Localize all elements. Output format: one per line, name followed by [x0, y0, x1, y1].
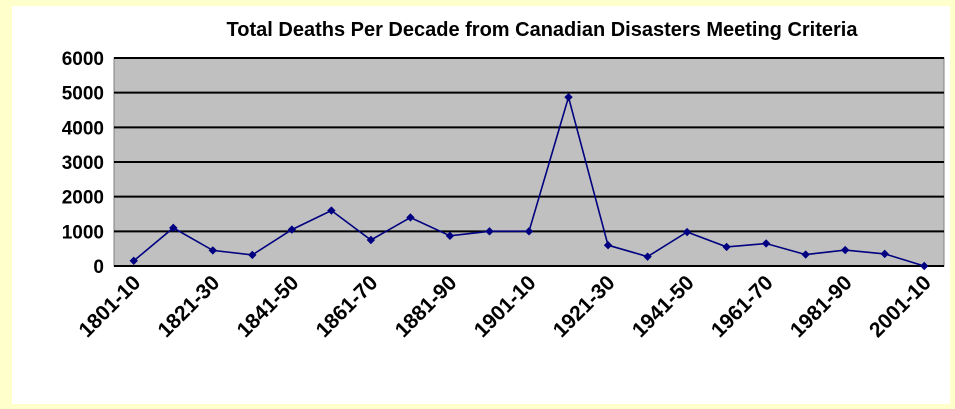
- data-point: [366, 235, 376, 245]
- data-point: [169, 223, 178, 233]
- x-axis-ticks: 1801-10 1821-30 1841-50 1861-70 1881-90 1901-…: [75, 271, 936, 342]
- chart-frame: Total Deaths Per Decade from Canadian Di…: [12, 6, 950, 404]
- chart-title: Total Deaths Per Decade from Canadian Di…: [227, 19, 859, 41]
- x-tick-label: 1861-70: [312, 271, 383, 342]
- x-tick-label: 1941-50: [628, 271, 699, 342]
- series-deaths: [129, 92, 929, 271]
- data-point: [208, 246, 218, 255]
- data-point: [920, 261, 929, 271]
- y-tick-label: 4000: [62, 118, 104, 139]
- x-tick-label: 1821-30: [154, 271, 225, 342]
- x-tick-label: 1961-70: [707, 271, 778, 342]
- x-tick-label: 1881-90: [391, 271, 462, 342]
- data-point: [485, 227, 494, 236]
- y-tick-label: 1000: [62, 222, 104, 243]
- x-tick-label: 1901-10: [470, 271, 541, 342]
- x-tick-label: 1841-50: [233, 271, 304, 342]
- data-point: [722, 242, 731, 252]
- data-point: [801, 250, 810, 259]
- y-tick-label: 5000: [62, 84, 104, 105]
- y-tick-label: 2000: [62, 188, 104, 209]
- data-point: [880, 249, 889, 259]
- x-tick-label: 2001-10: [865, 271, 936, 342]
- data-point: [287, 225, 297, 234]
- data-point: [761, 239, 771, 248]
- x-tick-label: 1921-30: [549, 271, 620, 342]
- data-point: [129, 256, 138, 265]
- data-point: [603, 241, 613, 250]
- y-tick-label: 6000: [62, 49, 104, 70]
- data-point: [327, 206, 336, 215]
- x-tick-label: 1801-10: [75, 271, 146, 342]
- data-point: [643, 252, 652, 261]
- data-point: [840, 245, 850, 255]
- data-point: [682, 227, 692, 237]
- y-tick-label: 3000: [62, 153, 104, 174]
- data-point: [445, 231, 455, 241]
- data-point: [564, 92, 573, 102]
- data-point: [524, 227, 534, 236]
- data-point: [406, 213, 415, 222]
- y-tick-label: 0: [93, 257, 104, 278]
- gridlines: [114, 57, 944, 267]
- x-tick-label: 1981-90: [786, 271, 857, 342]
- line-chart: Total Deaths Per Decade from Canadian Di…: [62, 19, 945, 342]
- data-point: [248, 250, 257, 260]
- y-axis-ticks: 0 1000 2000 3000 4000 5000 6000: [62, 49, 104, 278]
